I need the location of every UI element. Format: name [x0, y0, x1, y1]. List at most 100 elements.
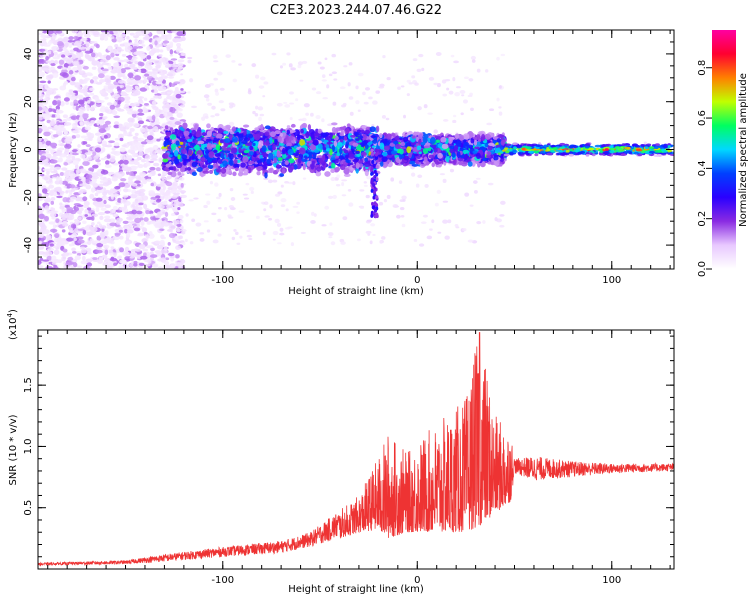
chart-title: C2E3.2023.244.07.46.G22	[270, 3, 442, 18]
spectrogram-cell	[117, 108, 125, 112]
spectrogram-cell	[53, 191, 58, 197]
spectrogram-cell	[169, 228, 173, 233]
spectrogram-cell	[38, 32, 45, 36]
spectrogram-cell	[416, 68, 422, 73]
spectrogram-cell	[63, 162, 69, 166]
spectrogram-cell	[48, 190, 55, 197]
spectrogram-cell	[56, 242, 64, 247]
spectrogram-cell	[63, 121, 70, 127]
spectrogram-cell	[89, 193, 95, 200]
spectrogram-cell	[468, 78, 474, 82]
spectrogram-cell	[258, 116, 262, 122]
spectrogram-cell	[336, 174, 341, 179]
spectrogram-cell	[127, 149, 133, 153]
spectrogram-cell	[211, 144, 217, 148]
spectrogram-cell	[123, 96, 131, 101]
spectrogram-cell	[110, 36, 115, 39]
spectrogram-cell	[473, 190, 478, 194]
spectrogram-cell	[153, 163, 160, 167]
spectrogram-cell	[406, 93, 410, 97]
spectrogram-cell	[40, 34, 48, 38]
spectrogram-cell	[38, 244, 45, 249]
spectrogram-cell	[147, 125, 153, 130]
spectrogram-cell	[324, 205, 330, 210]
spectrogram-cell	[364, 157, 368, 162]
spectrogram-cell	[212, 132, 217, 136]
spectrogram-cell	[406, 79, 411, 83]
spectrogram-cell	[70, 115, 78, 121]
spectrogram-cell	[246, 141, 253, 148]
spectrogram-cell	[88, 137, 93, 142]
spectrogram-cell	[140, 141, 148, 145]
spectrogram-cell	[83, 205, 89, 209]
spectrogram-cell	[128, 160, 136, 165]
spectrogram-cell	[181, 154, 188, 160]
spectrogram-cell	[129, 107, 133, 112]
spectrogram-cell	[321, 79, 328, 82]
spectrogram-cell	[200, 129, 206, 133]
spectrogram-cell	[269, 126, 276, 133]
spectrogram-cell	[364, 144, 369, 150]
spectrogram-cell	[343, 168, 350, 175]
spectrogram-cell	[141, 227, 148, 233]
spectrogram-cell	[401, 223, 406, 228]
spectrogram-cell	[313, 213, 317, 217]
spectrogram-cell	[146, 221, 151, 225]
spectrogram-cell	[170, 83, 176, 87]
spectrogram-cell	[191, 105, 198, 109]
spectrogram-cell	[332, 194, 337, 199]
spectrogram-cell	[49, 243, 55, 247]
spectrogram-cell	[104, 210, 111, 214]
spectrogram-cell	[220, 108, 226, 112]
spectrogram-cell	[224, 206, 228, 211]
spectrogram-cell	[76, 204, 84, 207]
spectrogram-cell	[119, 137, 124, 142]
spectrogram-cell	[487, 182, 494, 186]
spectrogram-cell	[73, 99, 78, 105]
spectrogram-cell	[277, 135, 282, 143]
spectrogram-cell	[138, 151, 144, 157]
spectrogram-cell	[79, 183, 86, 187]
spectrogram-cell	[99, 180, 105, 184]
spectrogram-cell	[330, 122, 338, 126]
spectrogram-cell	[76, 32, 84, 37]
spectrogram-cell	[270, 131, 276, 138]
spectrogram-cell	[410, 172, 416, 177]
spectrogram-cell	[110, 151, 118, 155]
spectrogram-cell	[103, 85, 109, 89]
spectrogram-cell	[364, 129, 371, 135]
spectrogram-cell	[195, 222, 202, 227]
spectrogram-cell	[133, 90, 141, 96]
spectrogram-cell	[279, 65, 283, 69]
spectrogram-cell	[189, 241, 194, 245]
spectrogram-cell	[162, 158, 169, 163]
spectrogram-cell	[312, 152, 317, 159]
spectrogram-cell	[136, 137, 145, 141]
spectrogram-cell	[56, 109, 64, 114]
spectrogram-cell	[269, 136, 273, 144]
spectrogram-cell	[228, 205, 234, 209]
spectrogram-cell	[206, 130, 212, 138]
spectrogram-cell	[112, 213, 119, 218]
spectrogram-cell	[38, 116, 43, 121]
spectrogram-cell	[326, 84, 330, 89]
spectrogram-cell	[156, 138, 161, 142]
spectrogram-cell	[97, 212, 106, 216]
spectrogram-cell	[224, 138, 231, 144]
spectrogram-cell	[50, 170, 58, 174]
spectrogram-cell	[54, 186, 62, 192]
spectrogram-cell	[151, 77, 155, 81]
spectrogram-cell	[102, 191, 108, 197]
spectrogram-cell	[72, 90, 78, 94]
spectrogram-cell	[264, 172, 268, 179]
spectrogram-cell	[264, 215, 270, 218]
spectrogram-cell	[68, 171, 76, 177]
spectrogram-cell	[57, 259, 63, 264]
spectrogram-cell	[412, 58, 418, 62]
spectrogram-cell	[86, 231, 94, 236]
spectrogram-cell	[205, 167, 209, 171]
spectrogram-cell	[108, 142, 112, 146]
spectrogram-cell	[248, 160, 255, 165]
spectrogram-cell	[173, 178, 179, 182]
